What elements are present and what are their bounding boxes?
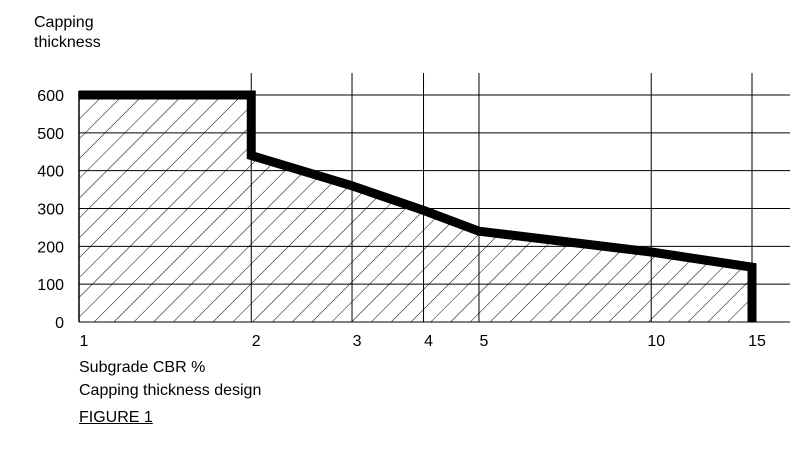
- design-curve-line: [79, 90, 757, 322]
- y-axis-label-line-1: Capping: [34, 14, 94, 31]
- y-tick-label-0: 0: [55, 315, 64, 332]
- x-tick-label-15: 15: [748, 333, 766, 350]
- y-axis-label-line-2: thickness: [34, 34, 101, 51]
- y-axis-label: Capping thickness: [34, 13, 234, 53]
- x-tick-label-5: 5: [480, 333, 489, 350]
- x-axis-label: Subgrade CBR %: [79, 359, 206, 376]
- chart-title: Capping thickness design: [79, 382, 262, 399]
- x-tick-label-2: 2: [252, 333, 261, 350]
- x-tick-label-1: 1: [80, 333, 89, 350]
- y-tick-label-400: 400: [37, 164, 64, 181]
- y-tick-label-200: 200: [37, 239, 64, 256]
- x-tick-label-3: 3: [353, 333, 362, 350]
- x-tick-label-4: 4: [424, 333, 433, 350]
- y-tick-label-600: 600: [37, 88, 64, 105]
- x-tick-label-10: 10: [647, 333, 665, 350]
- figure-label: FIGURE 1: [79, 409, 153, 426]
- y-tick-label-300: 300: [37, 202, 64, 219]
- y-tick-label-500: 500: [37, 126, 64, 143]
- y-tick-label-100: 100: [37, 277, 64, 294]
